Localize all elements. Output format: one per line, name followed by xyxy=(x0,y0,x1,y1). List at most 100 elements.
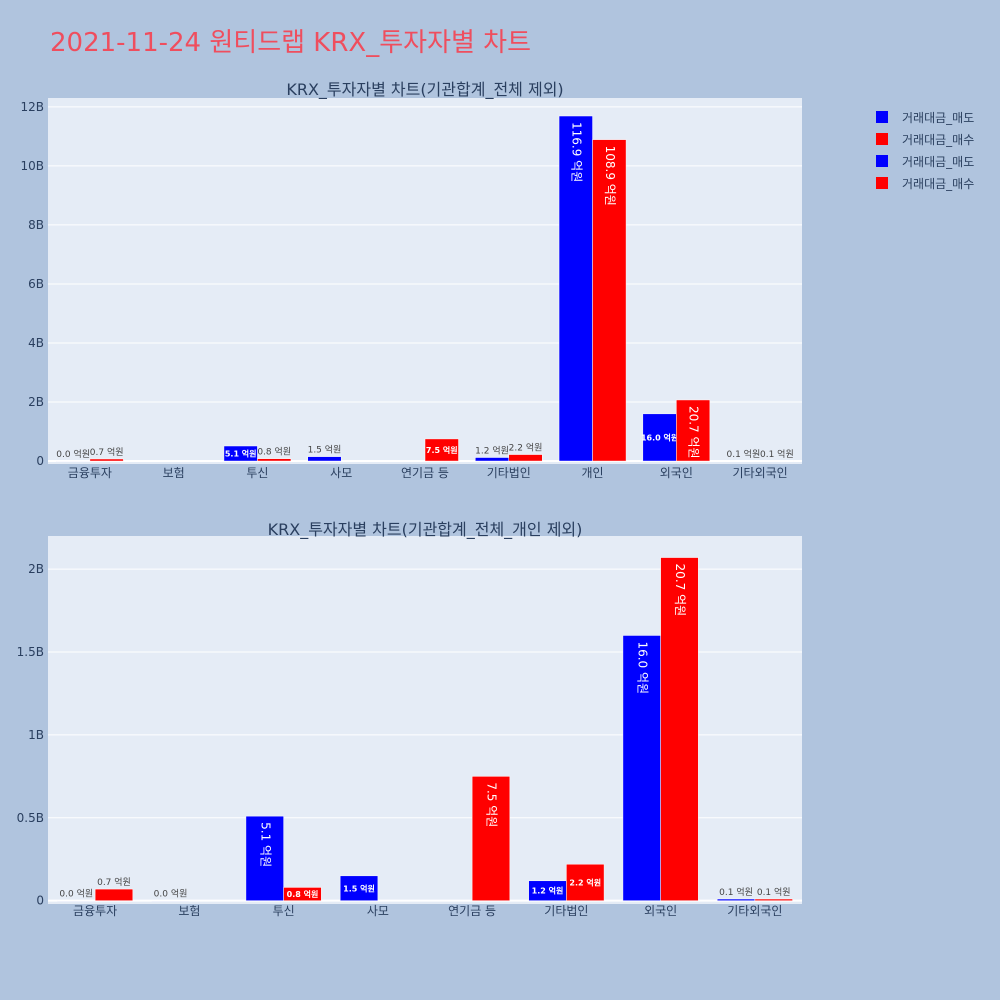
legend-label: 거래대금_매도 xyxy=(902,110,975,125)
bar[interactable] xyxy=(754,898,793,901)
legend-swatch xyxy=(876,155,888,167)
data-label: 16.0 억원 xyxy=(635,641,649,694)
chart-title: KRX_투자자별 차트(기관합계_전체 제외) xyxy=(286,80,563,100)
bar[interactable] xyxy=(94,888,134,901)
data-label: 0.7 억원 xyxy=(97,876,131,888)
y-tick-label: 0.5B xyxy=(17,811,44,825)
bar[interactable] xyxy=(56,460,91,462)
x-tick-label: 보험 xyxy=(163,466,185,480)
bar[interactable] xyxy=(642,413,677,462)
x-tick-label: 금융투자 xyxy=(73,904,117,918)
data-label: 0.8 억원 xyxy=(287,889,319,899)
y-tick-label: 2B xyxy=(28,562,44,576)
x-tick-label: 보험 xyxy=(178,904,200,918)
x-tick-label: 기타법인 xyxy=(487,466,531,480)
chart-2: 0 0.5B 1B 1.5B 2B KRX_투자자별 차트(기관합계_전체_개인 제외) 금… xyxy=(17,520,802,918)
y-tick-label: 0 xyxy=(36,454,44,468)
x-tick-label: 개인 xyxy=(582,466,604,480)
x-tick-label: 사모 xyxy=(367,904,389,918)
bar[interactable] xyxy=(508,454,543,462)
data-label: 20.7 억원 xyxy=(673,564,687,617)
data-label: 1.2 억원 xyxy=(532,886,564,896)
bar[interactable] xyxy=(89,458,124,462)
legend: 거래대금_매도 거래대금_매수 거래대금_매도 거래대금_매수 xyxy=(876,106,974,194)
data-label: 0.1 억원 xyxy=(719,886,753,898)
data-label: 5.1 억원 xyxy=(225,449,257,459)
y-tick-label: 1.5B xyxy=(17,645,44,659)
data-label: 0.0 억원 xyxy=(59,888,93,900)
x-tick-label: 기타외국인 xyxy=(727,904,782,918)
data-label: 2.2 억원 xyxy=(569,877,601,887)
legend-label: 거래대금_매수 xyxy=(902,132,975,147)
x-tick-label: 외국인 xyxy=(660,466,693,480)
data-label: 108.9 억원 xyxy=(603,146,617,206)
data-label: 7.5 억원 xyxy=(426,445,458,455)
bar[interactable] xyxy=(471,776,511,901)
bar[interactable] xyxy=(726,460,761,462)
x-tick-label: 연기금 등 xyxy=(448,904,496,918)
data-label: 116.9 억원 xyxy=(569,122,583,182)
data-label: 0.1 억원 xyxy=(726,448,760,460)
legend-swatch xyxy=(876,133,888,145)
data-label: 0.7 억원 xyxy=(90,446,124,458)
legend-swatch xyxy=(876,111,888,123)
data-label: 0.0 억원 xyxy=(56,448,90,460)
data-label: 20.7 억원 xyxy=(687,406,701,459)
x-tick-label: 기타외국인 xyxy=(733,466,788,480)
y-tick-label: 4B xyxy=(28,336,44,350)
bar[interactable] xyxy=(592,139,627,462)
x-tick-label: 금융투자 xyxy=(68,466,112,480)
bar[interactable] xyxy=(339,875,379,901)
chart-1: 0 2B 4B 6B 8B 10B 12B KRX_투자자별 차트(기관합계_전체 제외) 금융… xyxy=(20,80,802,480)
data-label: 1.5 억원 xyxy=(343,883,375,893)
bar[interactable] xyxy=(660,557,699,901)
x-tick-label: 투신 xyxy=(246,466,268,480)
y-tick-label: 1B xyxy=(28,728,44,742)
legend-label: 거래대금_매도 xyxy=(902,154,975,169)
bar[interactable] xyxy=(424,438,459,462)
bar[interactable] xyxy=(57,900,96,902)
x-tick-label: 연기금 등 xyxy=(401,466,449,480)
bar[interactable] xyxy=(759,460,794,462)
y-tick-label: 8B xyxy=(28,218,44,232)
data-label: 1.2 억원 xyxy=(475,445,509,457)
x-tick-label: 외국인 xyxy=(644,904,677,918)
y-tick-label: 10B xyxy=(20,159,44,173)
bar[interactable] xyxy=(257,458,292,462)
data-label: 0.0 억원 xyxy=(154,888,188,900)
legend-item[interactable]: 거래대금_매수 xyxy=(876,128,974,150)
y-tick-label: 12B xyxy=(20,100,44,114)
x-tick-label: 기타법인 xyxy=(544,904,588,918)
bar[interactable] xyxy=(307,456,342,462)
bar[interactable] xyxy=(223,445,258,462)
bar[interactable] xyxy=(245,815,284,901)
data-label: 5.1 억원 xyxy=(258,822,272,867)
bar[interactable] xyxy=(558,115,593,462)
bar[interactable] xyxy=(622,635,661,901)
legend-swatch xyxy=(876,177,888,189)
y-tick-label: 2B xyxy=(28,395,44,409)
data-label: 0.1 억원 xyxy=(757,886,791,898)
x-tick-label: 투신 xyxy=(273,904,295,918)
page-title: 2021-11-24 원티드랩 KRX_투자자별 차트 xyxy=(50,28,532,58)
bar[interactable] xyxy=(151,900,190,902)
x-tick-label: 사모 xyxy=(330,466,352,480)
legend-item[interactable]: 거래대금_매도 xyxy=(876,150,974,172)
bar[interactable] xyxy=(566,863,605,901)
chart-title: KRX_투자자별 차트(기관합계_전체_개인 제외) xyxy=(268,520,583,540)
bar[interactable] xyxy=(676,399,711,462)
data-label: 2.2 억원 xyxy=(509,442,543,454)
legend-item[interactable]: 거래대금_매수 xyxy=(876,172,974,194)
legend-label: 거래대금_매수 xyxy=(902,176,975,191)
bar[interactable] xyxy=(716,898,756,901)
data-label: 1.5 억원 xyxy=(308,444,342,456)
data-label: 0.8 억원 xyxy=(257,446,291,458)
data-label: 7.5 억원 xyxy=(484,782,498,827)
bar[interactable] xyxy=(283,887,322,901)
data-label: 16.0 억원 xyxy=(641,432,678,442)
y-tick-label: 6B xyxy=(28,277,44,291)
y-tick-label: 0 xyxy=(36,894,44,908)
bar[interactable] xyxy=(475,457,510,462)
legend-item[interactable]: 거래대금_매도 xyxy=(876,106,974,128)
